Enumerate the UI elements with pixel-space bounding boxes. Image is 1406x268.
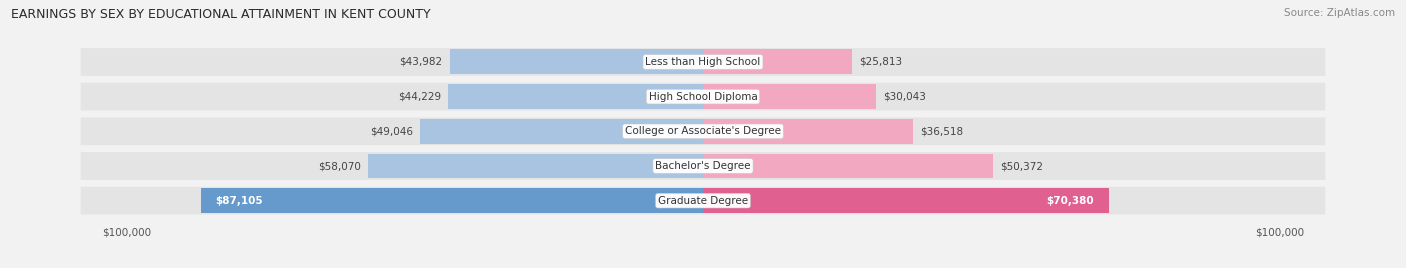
Text: $70,380: $70,380 (1046, 196, 1094, 206)
Bar (703, 154, 993, 178)
Text: $44,229: $44,229 (398, 92, 441, 102)
Text: $36,518: $36,518 (921, 126, 963, 136)
Bar (703, 84, 876, 109)
Text: $58,070: $58,070 (319, 161, 361, 171)
FancyBboxPatch shape (80, 152, 1326, 180)
FancyBboxPatch shape (80, 187, 1326, 215)
Text: $87,105: $87,105 (215, 196, 263, 206)
Text: EARNINGS BY SEX BY EDUCATIONAL ATTAINMENT IN KENT COUNTY: EARNINGS BY SEX BY EDUCATIONAL ATTAINMEN… (11, 8, 430, 21)
Text: Bachelor's Degree: Bachelor's Degree (655, 161, 751, 171)
Bar (420, 119, 703, 144)
FancyBboxPatch shape (80, 117, 1326, 145)
Bar (449, 84, 703, 109)
Text: College or Associate's Degree: College or Associate's Degree (626, 126, 780, 136)
Bar (368, 154, 703, 178)
Text: Source: ZipAtlas.com: Source: ZipAtlas.com (1284, 8, 1395, 18)
Text: $25,813: $25,813 (859, 57, 901, 67)
Bar (703, 119, 914, 144)
Text: $49,046: $49,046 (370, 126, 413, 136)
Bar (450, 50, 703, 75)
Text: $43,982: $43,982 (399, 57, 443, 67)
Bar (201, 188, 703, 213)
Text: Less than High School: Less than High School (645, 57, 761, 67)
Text: $30,043: $30,043 (883, 92, 927, 102)
Bar (703, 50, 852, 75)
FancyBboxPatch shape (80, 83, 1326, 110)
Text: High School Diploma: High School Diploma (648, 92, 758, 102)
Text: Graduate Degree: Graduate Degree (658, 196, 748, 206)
Text: $50,372: $50,372 (1000, 161, 1043, 171)
FancyBboxPatch shape (80, 48, 1326, 76)
Bar (703, 188, 1108, 213)
